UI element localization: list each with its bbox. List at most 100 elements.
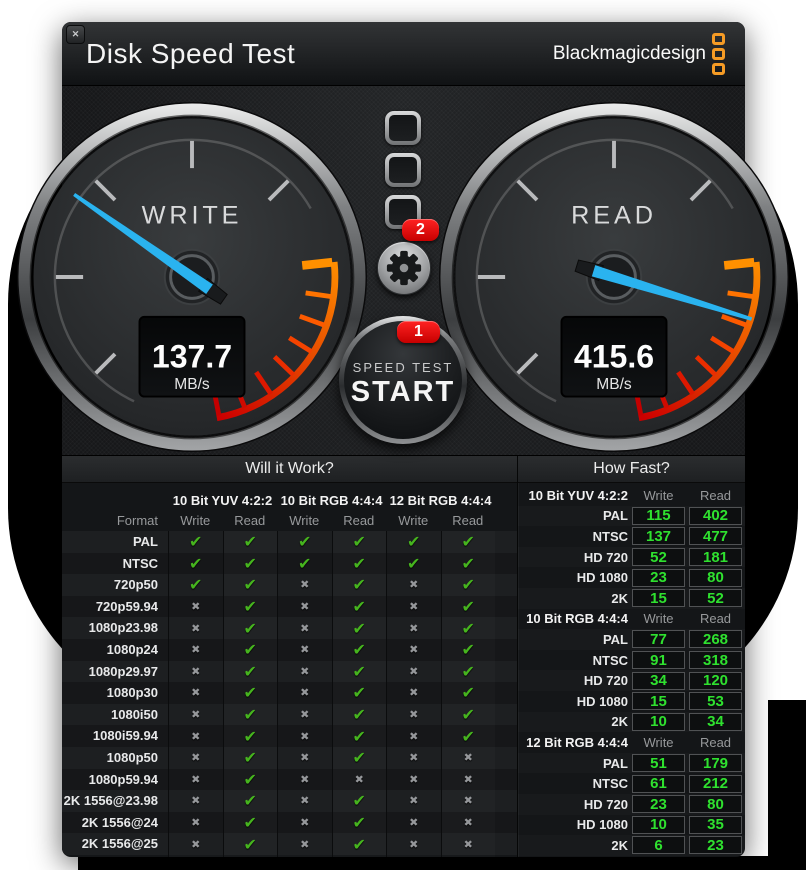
table-row: HD 1080 10 35 bbox=[518, 815, 745, 836]
write-speed-value: 61 bbox=[632, 774, 685, 793]
table-row: PAL ✔ ✔ ✔ ✔ ✔ ✔ bbox=[62, 531, 517, 553]
format-label: PAL bbox=[602, 508, 628, 524]
read-speed-value: 318 bbox=[689, 651, 742, 670]
check-icon: ✔ bbox=[440, 703, 496, 726]
cross-icon: ✖ bbox=[331, 768, 387, 791]
table-row: HD 1080 23 80 bbox=[518, 567, 745, 588]
gauge-redzone bbox=[638, 261, 761, 422]
write-speed-value: 137 bbox=[632, 527, 685, 546]
table-row: 1080i59.94 ✖ ✔ ✖ ✔ ✖ ✔ bbox=[62, 725, 517, 747]
write-speed-value: 51 bbox=[632, 754, 685, 773]
indicator-light bbox=[385, 153, 421, 187]
read-speed-value: 179 bbox=[689, 754, 742, 773]
table-row: 2K 10 34 bbox=[518, 712, 745, 733]
table-row: 1080p24 ✖ ✔ ✖ ✔ ✖ ✔ bbox=[62, 638, 517, 661]
check-icon: ✔ bbox=[222, 746, 278, 769]
table-row: 1080p30 ✖ ✔ ✖ ✔ ✖ ✔ bbox=[62, 682, 517, 704]
format-label: HD 720 bbox=[583, 673, 628, 689]
titlebar: ✕ Disk Speed Test Blackmagicdesign bbox=[62, 22, 745, 86]
format-label: 2K 1556@23.98 bbox=[63, 793, 158, 809]
cross-icon: ✖ bbox=[440, 790, 496, 812]
check-icon: ✔ bbox=[440, 725, 496, 747]
read-gauge: READ 415.6 MB/s bbox=[439, 102, 789, 452]
gauge-ticks bbox=[55, 140, 290, 375]
cross-icon: ✖ bbox=[386, 682, 441, 704]
write-speed-value: 15 bbox=[632, 589, 685, 608]
table-row: 720p59.94 ✖ ✔ ✖ ✔ ✖ ✔ bbox=[62, 595, 517, 618]
table-row: PAL 115 402 bbox=[518, 506, 745, 527]
check-icon: ✔ bbox=[331, 746, 387, 769]
format-label: NTSC bbox=[592, 652, 628, 668]
cross-icon: ✖ bbox=[277, 595, 332, 618]
format-column-header: Format bbox=[116, 512, 158, 528]
table-row: 1080p29.97 ✖ ✔ ✖ ✔ ✖ ✔ bbox=[62, 660, 517, 683]
cross-icon: ✖ bbox=[168, 617, 223, 639]
format-label: 1080p30 bbox=[106, 685, 158, 701]
settings-button[interactable] bbox=[377, 241, 431, 295]
gauge-outer-edge bbox=[17, 102, 367, 452]
format-label: 1080i59.94 bbox=[92, 728, 158, 744]
check-icon: ✔ bbox=[440, 682, 496, 704]
group-header: 10 Bit RGB 4:4:4 bbox=[280, 493, 383, 508]
gauge-unit: MB/s bbox=[596, 376, 632, 393]
check-icon: ✔ bbox=[440, 638, 496, 661]
check-icon: ✔ bbox=[331, 811, 387, 834]
format-label: PAL bbox=[132, 534, 158, 549]
write-gauge: WRITE 137.7 MB/s bbox=[17, 102, 367, 452]
start-button-label: START bbox=[350, 375, 456, 408]
check-icon: ✔ bbox=[440, 552, 496, 575]
cross-icon: ✖ bbox=[277, 833, 332, 855]
check-icon: ✔ bbox=[222, 638, 278, 661]
table-row: 1080p23.98 ✖ ✔ ✖ ✔ ✖ ✔ bbox=[62, 617, 517, 639]
check-icon: ✔ bbox=[222, 725, 278, 747]
write-speed-value: 91 bbox=[632, 651, 685, 670]
format-label: PAL bbox=[602, 755, 628, 771]
column-header: Write bbox=[643, 611, 674, 627]
cross-icon: ✖ bbox=[386, 790, 441, 812]
will-it-work-panel: Will it Work? 10 Bit YUV 4:2:2 10 Bit RG… bbox=[62, 456, 517, 857]
close-button[interactable]: ✕ bbox=[66, 25, 85, 44]
check-icon: ✔ bbox=[168, 552, 223, 575]
table-row: 1080i50 ✖ ✔ ✖ ✔ ✖ ✔ bbox=[62, 703, 517, 726]
check-icon: ✔ bbox=[331, 660, 387, 683]
write-speed-value: 77 bbox=[632, 630, 685, 649]
cross-icon: ✖ bbox=[277, 725, 332, 747]
table-row: NTSC 91 318 bbox=[518, 650, 745, 671]
write-speed-value: 23 bbox=[632, 568, 685, 587]
cross-icon: ✖ bbox=[386, 660, 441, 683]
check-icon: ✔ bbox=[222, 811, 278, 834]
table-row: NTSC 61 212 bbox=[518, 773, 745, 794]
read-speed-value: 80 bbox=[689, 568, 742, 587]
format-label: HD 1080 bbox=[576, 693, 628, 709]
start-button-sublabel: SPEED TEST bbox=[352, 359, 454, 375]
check-icon: ✔ bbox=[440, 660, 496, 683]
write-speed-value: 10 bbox=[632, 712, 685, 731]
value-display bbox=[560, 315, 668, 398]
close-icon: ✕ bbox=[71, 29, 80, 39]
start-badge: 1 bbox=[397, 321, 440, 343]
gauge-needle bbox=[574, 259, 753, 321]
table-row: 1080p59.94 ✖ ✔ ✖ ✖ ✖ ✖ bbox=[62, 768, 517, 791]
table-tail bbox=[62, 854, 517, 857]
read-speed-value: 181 bbox=[689, 548, 742, 567]
group-header: 12 Bit RGB 4:4:4 bbox=[389, 493, 492, 508]
cross-icon: ✖ bbox=[277, 790, 332, 812]
cross-icon: ✖ bbox=[386, 746, 441, 769]
check-icon: ✔ bbox=[331, 552, 387, 575]
check-icon: ✔ bbox=[168, 531, 223, 553]
write-speed-value: 10 bbox=[632, 815, 685, 834]
table-row: NTSC 137 477 bbox=[518, 526, 745, 547]
gear-icon bbox=[386, 250, 422, 286]
cross-icon: ✖ bbox=[168, 811, 223, 834]
cross-icon: ✖ bbox=[277, 638, 332, 661]
table-row: 2K 15 52 bbox=[518, 588, 745, 609]
cross-icon: ✖ bbox=[277, 703, 332, 726]
cross-icon: ✖ bbox=[168, 682, 223, 704]
format-label: 1080i50 bbox=[111, 706, 158, 722]
format-label: HD 1080 bbox=[576, 570, 628, 586]
check-icon: ✔ bbox=[331, 531, 387, 553]
start-button[interactable]: SPEED TEST START bbox=[339, 316, 467, 444]
format-label: NTSC bbox=[592, 528, 628, 544]
cross-icon: ✖ bbox=[168, 768, 223, 791]
